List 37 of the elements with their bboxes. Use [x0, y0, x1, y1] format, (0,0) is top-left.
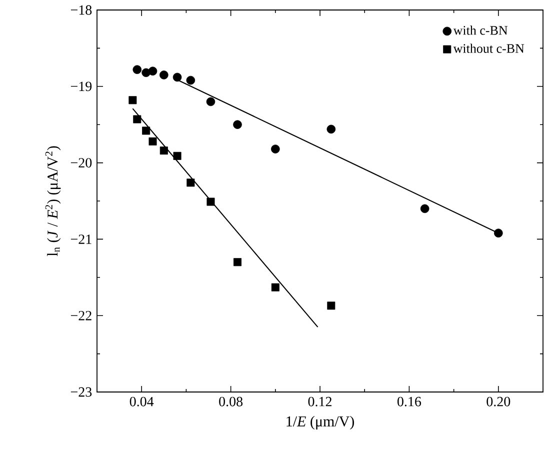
point — [233, 120, 242, 129]
y-tick-label: −19 — [70, 82, 92, 92]
point — [132, 65, 142, 74]
point — [494, 228, 503, 238]
legend-label: with c-BN — [453, 26, 508, 35]
x-tick-label: 0.20 — [486, 396, 510, 406]
point — [173, 152, 182, 160]
point — [172, 72, 182, 82]
point — [148, 66, 158, 76]
point — [148, 137, 157, 146]
y-tick-label: −18 — [70, 5, 92, 15]
point — [327, 302, 336, 310]
text: l$_{n}$ (J / E$^{2}$) (μA/V$^{2}$) — [45, 146, 61, 256]
x-tick-label: 0.12 — [308, 396, 332, 406]
point — [160, 146, 168, 155]
point — [271, 283, 280, 292]
point — [186, 178, 195, 187]
point — [133, 115, 142, 124]
legend-label: without c-BN — [453, 44, 524, 53]
point — [206, 97, 216, 106]
point — [128, 96, 137, 104]
point — [186, 76, 196, 85]
y-tick-label: −23 — [70, 387, 92, 397]
x-tick-label: 0.04 — [130, 396, 154, 406]
point — [206, 198, 215, 206]
point — [420, 204, 430, 214]
point — [160, 70, 168, 80]
point — [233, 258, 242, 266]
x-tick-label: 0.16 — [397, 396, 422, 406]
y-tick-label: −21 — [70, 234, 92, 244]
point — [271, 144, 280, 154]
point — [142, 126, 150, 135]
x-tick-label: 0.08 — [219, 396, 243, 406]
x-axis-title: 1/E (μm/V) — [286, 416, 354, 430]
y-tick-label: −22 — [70, 310, 92, 320]
point — [326, 124, 336, 134]
y-tick-label: −20 — [70, 158, 92, 168]
